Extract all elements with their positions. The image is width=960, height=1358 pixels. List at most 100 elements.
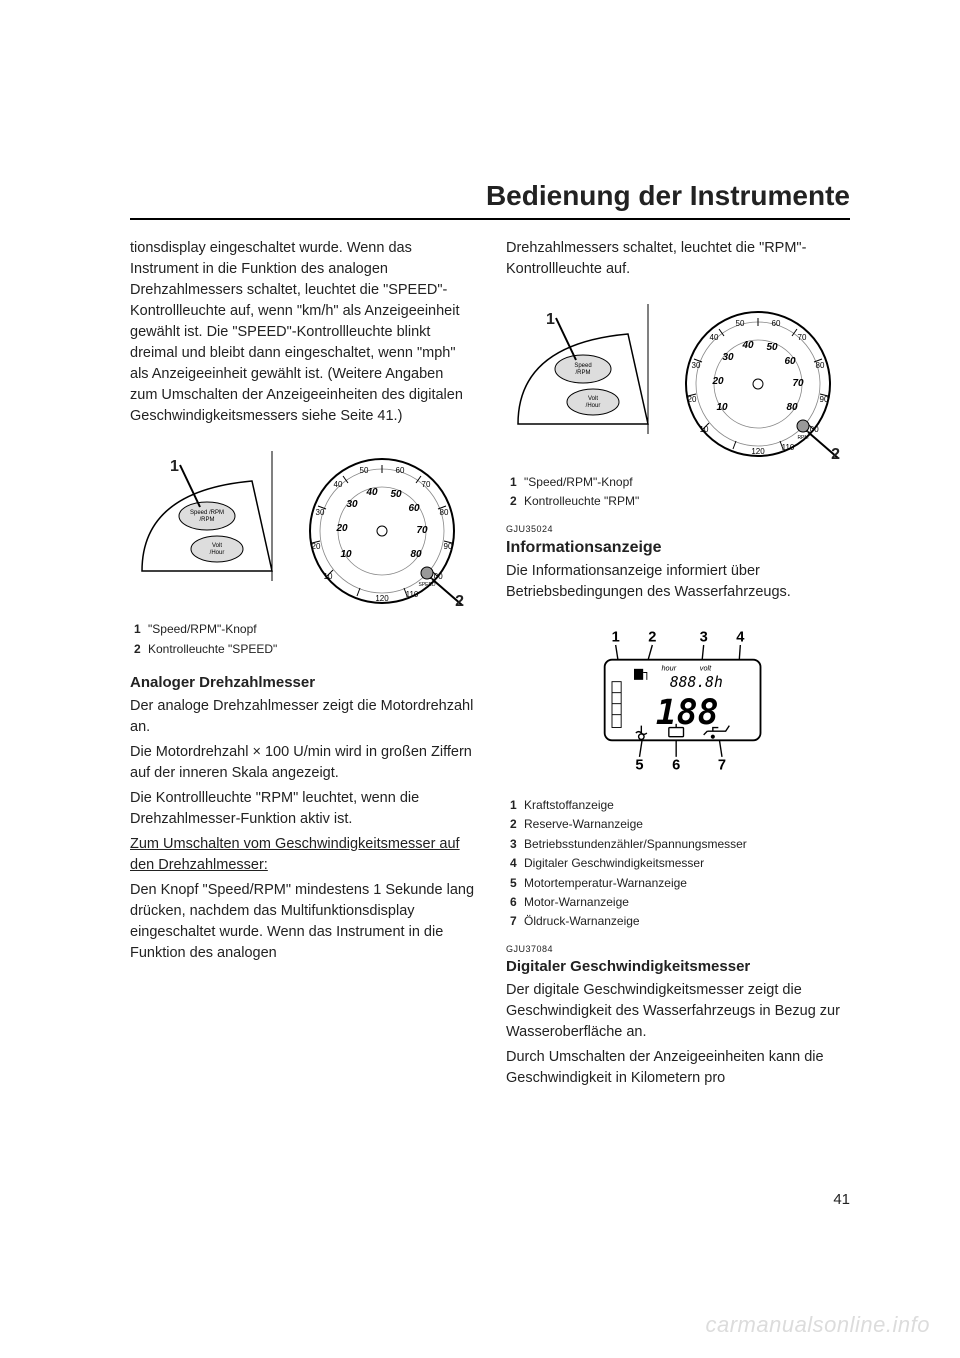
svg-text:Speed /RPM: Speed /RPM bbox=[190, 510, 224, 516]
figure-legend-item: 1"Speed/RPM"-Knopf bbox=[130, 621, 474, 638]
svg-text:50: 50 bbox=[766, 342, 778, 353]
svg-text:30: 30 bbox=[722, 352, 734, 363]
svg-text:40: 40 bbox=[334, 480, 343, 489]
svg-text:/RPM: /RPM bbox=[200, 517, 215, 523]
svg-text:60: 60 bbox=[784, 356, 796, 367]
svg-text:RPM: RPM bbox=[797, 435, 808, 441]
body-text: Der analoge Drehzahlmesser zeigt die Mot… bbox=[130, 696, 474, 738]
callout-2: 2 bbox=[831, 443, 840, 466]
figure-legend-item: 6Motor-Warnanzeige bbox=[506, 894, 850, 911]
svg-text:70: 70 bbox=[416, 525, 428, 536]
body-text: Den Knopf "Speed/RPM" mindestens 1 Sekun… bbox=[130, 880, 474, 964]
svg-text:50: 50 bbox=[736, 319, 745, 328]
svg-text:30: 30 bbox=[316, 508, 325, 517]
svg-text:888.8h: 888.8h bbox=[670, 674, 723, 691]
reference-code: GJU35024 bbox=[506, 523, 850, 536]
body-text: Die Motordrehzahl × 100 U/min wird in gr… bbox=[130, 742, 474, 784]
svg-text:120: 120 bbox=[375, 594, 389, 603]
svg-text:10: 10 bbox=[700, 425, 709, 434]
svg-text:30: 30 bbox=[346, 499, 358, 510]
svg-text:10: 10 bbox=[324, 572, 333, 581]
svg-text:5: 5 bbox=[635, 758, 643, 774]
svg-text:40: 40 bbox=[741, 340, 754, 351]
svg-text:110: 110 bbox=[406, 590, 419, 599]
info-display-svg: 1 2 3 4 5 6 7 bbox=[568, 625, 788, 775]
callout-2: 2 bbox=[455, 590, 464, 613]
svg-text:7: 7 bbox=[718, 758, 726, 774]
svg-text:90: 90 bbox=[820, 395, 829, 404]
svg-text:40: 40 bbox=[365, 487, 378, 498]
figure-legend-item: 2Kontrolleuchte "SPEED" bbox=[130, 641, 474, 658]
svg-text:70: 70 bbox=[798, 333, 807, 342]
svg-text:1: 1 bbox=[612, 629, 620, 645]
figure-legend-item: 7Öldruck-Warnanzeige bbox=[506, 913, 850, 930]
svg-text:20: 20 bbox=[711, 376, 724, 387]
svg-text:Volt: Volt bbox=[212, 543, 222, 549]
subheading: Digitaler Geschwindigkeitsmesser bbox=[506, 956, 850, 978]
figure-legend-item: 2Reserve-Warnanzeige bbox=[506, 816, 850, 833]
svg-text:80: 80 bbox=[410, 549, 422, 560]
page-number: 41 bbox=[833, 1191, 850, 1208]
svg-text:10: 10 bbox=[716, 402, 728, 413]
body-text: tionsdisplay eingeschaltet wurde. Wenn d… bbox=[130, 238, 474, 427]
svg-text:2: 2 bbox=[648, 629, 656, 645]
body-text: Durch Umschalten der Anzeigeeinheiten ka… bbox=[506, 1047, 850, 1089]
svg-text:70: 70 bbox=[422, 480, 431, 489]
svg-text:60: 60 bbox=[772, 319, 781, 328]
svg-text:/Hour: /Hour bbox=[210, 550, 225, 556]
svg-text:20: 20 bbox=[312, 542, 321, 551]
svg-text:80: 80 bbox=[440, 508, 449, 517]
svg-text:/RPM: /RPM bbox=[576, 370, 591, 376]
figure-speed-gauge: 1 2 Speed /RPM /RPM Volt /Hour bbox=[130, 451, 474, 611]
left-column: tionsdisplay eingeschaltet wurde. Wenn d… bbox=[130, 238, 474, 1093]
multiply-symbol: × bbox=[253, 744, 261, 760]
svg-text:20: 20 bbox=[335, 523, 348, 534]
figure-legend-item: 4Digitaler Geschwindigkeitsmesser bbox=[506, 855, 850, 872]
svg-text:70: 70 bbox=[792, 378, 804, 389]
body-text: Die Informationsanzeige informiert über … bbox=[506, 561, 850, 603]
body-text-underlined: Zum Umschalten vom Geschwindigkeitsmesse… bbox=[130, 834, 474, 876]
svg-text:Volt: Volt bbox=[588, 396, 598, 402]
figure-legend-item: 2Kontrolleuchte "RPM" bbox=[506, 493, 850, 510]
svg-text:20: 20 bbox=[688, 395, 697, 404]
svg-text:40: 40 bbox=[710, 333, 719, 342]
right-column: Drehzahlmessers schaltet, leuchtet die "… bbox=[506, 238, 850, 1093]
svg-text:/Hour: /Hour bbox=[586, 403, 601, 409]
svg-text:volt: volt bbox=[700, 664, 712, 673]
svg-text:30: 30 bbox=[692, 361, 701, 370]
svg-text:60: 60 bbox=[408, 503, 420, 514]
svg-text:110: 110 bbox=[782, 443, 795, 452]
figure-3-legend: 1Kraftstoffanzeige 2Reserve-Warnanzeige … bbox=[506, 797, 850, 931]
svg-text:3: 3 bbox=[700, 629, 708, 645]
figure-rpm-gauge: 1 2 Speed /RPM Volt /Hour bbox=[506, 304, 850, 464]
svg-text:Speed: Speed bbox=[574, 363, 591, 369]
svg-text:120: 120 bbox=[751, 447, 765, 456]
page-title: Bedienung der Instrumente bbox=[130, 180, 850, 220]
two-column-layout: tionsdisplay eingeschaltet wurde. Wenn d… bbox=[130, 238, 850, 1093]
figure-info-display: 1 2 3 4 5 6 7 bbox=[506, 625, 850, 785]
svg-text:80: 80 bbox=[786, 402, 798, 413]
watermark: carmanualsonline.info bbox=[705, 1312, 930, 1338]
gauge-diagram-svg: Speed /RPM /RPM Volt /Hour bbox=[130, 451, 474, 611]
callout-1: 1 bbox=[546, 308, 555, 331]
svg-text:188: 188 bbox=[656, 693, 719, 733]
svg-text:80: 80 bbox=[816, 361, 825, 370]
body-text: Der digitale Geschwindigkeitsmesser zeig… bbox=[506, 980, 850, 1043]
svg-text:hour: hour bbox=[661, 664, 676, 673]
svg-text:10: 10 bbox=[340, 549, 352, 560]
gauge-diagram-svg: Speed /RPM Volt /Hour bbox=[506, 304, 850, 464]
svg-text:60: 60 bbox=[396, 466, 405, 475]
svg-text:6: 6 bbox=[672, 758, 680, 774]
figure-legend-item: 1"Speed/RPM"-Knopf bbox=[506, 474, 850, 491]
svg-text:50: 50 bbox=[390, 489, 402, 500]
reference-code: GJU37084 bbox=[506, 943, 850, 956]
callout-1: 1 bbox=[170, 455, 179, 478]
subheading: Analoger Drehzahlmesser bbox=[130, 672, 474, 694]
figure-legend-item: 3Betriebsstundenzähler/Spannungsmesser bbox=[506, 836, 850, 853]
figure-legend-item: 1Kraftstoffanzeige bbox=[506, 797, 850, 814]
svg-text:90: 90 bbox=[444, 542, 453, 551]
section-heading: Informationsanzeige bbox=[506, 536, 850, 559]
body-text: Die Kontrollleuchte "RPM" leuchtet, wenn… bbox=[130, 788, 474, 830]
svg-text:SPEED: SPEED bbox=[419, 582, 436, 588]
svg-text:50: 50 bbox=[360, 466, 369, 475]
